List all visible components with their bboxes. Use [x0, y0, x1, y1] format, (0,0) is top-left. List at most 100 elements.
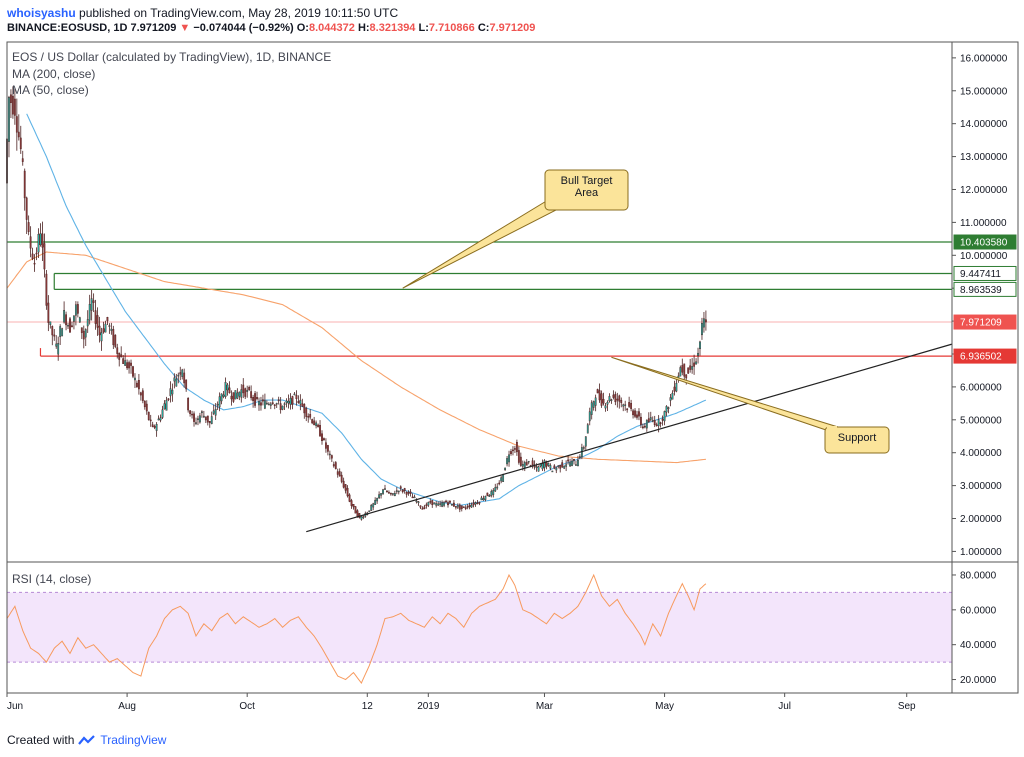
candle-body [577, 459, 579, 467]
candle-body [596, 389, 599, 394]
candle-body [175, 378, 178, 387]
candle-body [228, 387, 231, 394]
candle-body [614, 393, 617, 403]
price-tick-label: 1.000000 [960, 547, 1002, 558]
candle-body [149, 419, 152, 422]
candle-body [90, 298, 93, 311]
rsi-legend[interactable]: RSI (14, close) [12, 572, 92, 586]
candle-body [569, 462, 571, 467]
callout-pointer [402, 199, 561, 289]
candle-body [216, 403, 219, 406]
candle-body [445, 500, 447, 503]
close-value: 7.971209 [489, 22, 536, 34]
candle-body [92, 300, 95, 303]
candle-body [179, 372, 182, 375]
candle-body [451, 503, 453, 506]
candle-body [222, 394, 225, 397]
candle-body [346, 487, 349, 497]
candle-body [649, 417, 652, 420]
price-tick-label: 2.000000 [960, 514, 1002, 525]
candle-body [561, 462, 564, 468]
candle-body [338, 471, 341, 477]
candle-body [647, 418, 650, 423]
candle-body [659, 422, 662, 424]
candle-body [498, 482, 501, 485]
candle-body [307, 416, 310, 418]
ma200-legend[interactable]: MA (200, close) [12, 67, 96, 81]
candle-body [269, 403, 272, 406]
candle-body [537, 466, 540, 472]
price-tick-label: 4.000000 [960, 448, 1002, 459]
candle-body [126, 362, 129, 369]
candle-body [553, 465, 556, 469]
callout-box [824, 426, 890, 454]
candle-body [354, 506, 357, 514]
candle-body [456, 505, 459, 508]
candle-body [78, 317, 81, 323]
candle-body [565, 464, 568, 467]
candle-body [628, 402, 631, 407]
candle-body [582, 447, 585, 449]
candle-body [606, 401, 609, 405]
candle-body [161, 409, 164, 418]
candle-body [139, 392, 142, 396]
candle-body [305, 407, 308, 417]
candle-body [143, 400, 146, 408]
price-tick-label: 5.000000 [960, 415, 1002, 426]
candle-body [47, 302, 50, 323]
candle-body [594, 397, 597, 406]
candle-body [689, 365, 692, 370]
time-tick-label: Jun [7, 701, 23, 712]
author-name[interactable]: whoisyashu [7, 6, 76, 20]
candle-body [151, 424, 154, 427]
candle-body [254, 393, 256, 406]
candle-body [685, 374, 688, 379]
candle-body [29, 236, 32, 249]
ma50-line [26, 113, 707, 506]
time-tick-label: 2019 [417, 701, 440, 712]
candle-body [632, 410, 634, 416]
footer: Created with TradingView [7, 733, 166, 747]
candle-body [328, 453, 331, 456]
candle-body [74, 304, 77, 316]
candle-body [163, 403, 166, 410]
candle-body [84, 329, 87, 338]
ma50-legend[interactable]: MA (50, close) [12, 83, 89, 97]
candle-body [169, 388, 172, 397]
time-tick-label: Oct [239, 701, 255, 712]
candle-body [49, 321, 52, 325]
candle-body [82, 330, 85, 340]
candle-body [88, 304, 91, 321]
candle-body [575, 464, 577, 466]
candle-body [102, 328, 105, 333]
ma200-line [6, 251, 706, 464]
candle-body [423, 506, 426, 509]
tradingview-brand[interactable]: TradingView [100, 733, 167, 747]
candle-body [374, 499, 377, 505]
candle-body [309, 414, 312, 418]
candle-body [525, 462, 528, 466]
price-tag-label: 6.936502 [960, 352, 1002, 363]
candle-body [277, 399, 280, 402]
candle-body [189, 410, 192, 414]
candle-body [69, 318, 71, 333]
candle-body [551, 470, 554, 473]
ohlc-header: BINANCE:EOSUSD, 1D 7.971209 ▼ −0.074044 … [7, 22, 535, 34]
candle-body [147, 411, 150, 420]
candle-body [112, 329, 115, 346]
candle-body [65, 314, 67, 326]
outer-frame [6, 41, 1019, 694]
candle-body [567, 459, 570, 462]
candle-body [301, 403, 304, 407]
candle-body [200, 411, 203, 414]
candle-body [378, 494, 381, 499]
candle-body [344, 484, 347, 491]
candle-body [500, 477, 503, 482]
candle-body [626, 408, 629, 411]
candle-body [197, 418, 199, 420]
candle-body [494, 487, 497, 492]
candle-body [273, 404, 276, 407]
candle-body [663, 411, 666, 422]
candle-body [334, 462, 337, 469]
